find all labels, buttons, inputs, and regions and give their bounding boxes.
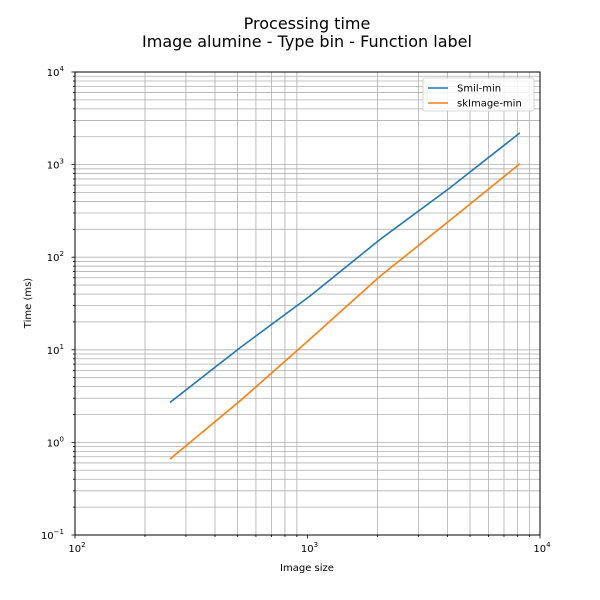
series-line-smil-min (169, 132, 521, 404)
y-axis-label: Time (ms) (23, 278, 34, 330)
x-tick-label: 104 (533, 541, 551, 555)
x-axis-label: Image size (280, 563, 334, 574)
chart-subtitle: Image alumine - Type bin - Function labe… (142, 32, 472, 51)
x-tick-label: 102 (68, 541, 85, 555)
y-tick-label: 101 (47, 343, 64, 357)
grid-lines (75, 72, 540, 535)
y-tick-label: 10−1 (41, 528, 64, 542)
y-tick-label: 100 (47, 435, 64, 449)
legend: Smil-min skImage-min (422, 77, 535, 112)
series-layer (169, 132, 521, 460)
y-tick-label: 103 (47, 158, 64, 172)
y-tick-label: 104 (47, 65, 65, 79)
legend-box (422, 77, 535, 112)
axis-ticks: 102 103 104 10−1 100 101 102 103 104 (41, 65, 551, 555)
chart-title: Processing time (244, 14, 371, 33)
x-tick-label: 103 (301, 541, 318, 555)
legend-label: skImage-min (457, 99, 522, 110)
y-tick-label: 102 (47, 250, 64, 264)
series-line-skimage-min (169, 163, 521, 460)
legend-label: Smil-min (457, 84, 501, 95)
